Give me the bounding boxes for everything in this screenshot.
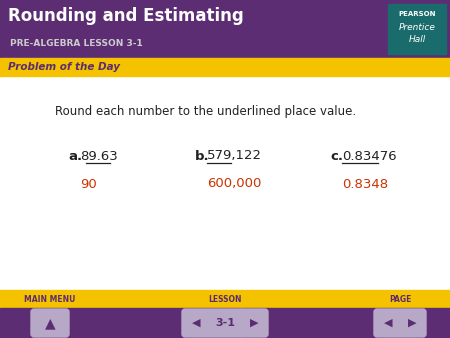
Text: Problem of the Day: Problem of the Day [8,62,120,72]
Text: 89.63: 89.63 [80,149,118,163]
Text: b.: b. [195,149,210,163]
Text: 90: 90 [80,177,97,191]
Text: Rounding and Estimating: Rounding and Estimating [8,7,244,25]
Text: 0.83476: 0.83476 [342,149,396,163]
Text: 600,000: 600,000 [207,177,261,191]
Text: MAIN MENU: MAIN MENU [24,294,76,304]
FancyBboxPatch shape [182,309,210,337]
FancyBboxPatch shape [240,309,268,337]
FancyBboxPatch shape [31,309,69,337]
Text: ◀: ◀ [384,318,392,328]
Bar [0,290,450,308]
Text: ◀: ◀ [192,318,200,328]
Text: PAGE: PAGE [389,294,411,304]
Text: Prentice: Prentice [399,24,436,32]
Text: a.: a. [68,149,82,163]
Text: Hall: Hall [409,35,426,45]
Text: 3-1: 3-1 [215,318,235,328]
Text: ▲: ▲ [45,316,55,330]
Bar [388,4,446,54]
Text: ▶: ▶ [408,318,416,328]
Text: PEARSON: PEARSON [398,11,436,17]
Bar [0,0,450,58]
Text: ▶: ▶ [250,318,258,328]
FancyBboxPatch shape [398,309,426,337]
FancyBboxPatch shape [374,309,402,337]
Bar [0,58,450,76]
Bar [0,308,450,338]
Text: Round each number to the underlined place value.: Round each number to the underlined plac… [55,104,356,118]
Text: 579,122: 579,122 [207,149,262,163]
Text: PRE-ALGEBRA LESSON 3-1: PRE-ALGEBRA LESSON 3-1 [10,40,143,48]
Text: c.: c. [330,149,343,163]
Text: LESSON: LESSON [208,294,242,304]
FancyBboxPatch shape [206,309,244,337]
Text: 0.8348: 0.8348 [342,177,388,191]
